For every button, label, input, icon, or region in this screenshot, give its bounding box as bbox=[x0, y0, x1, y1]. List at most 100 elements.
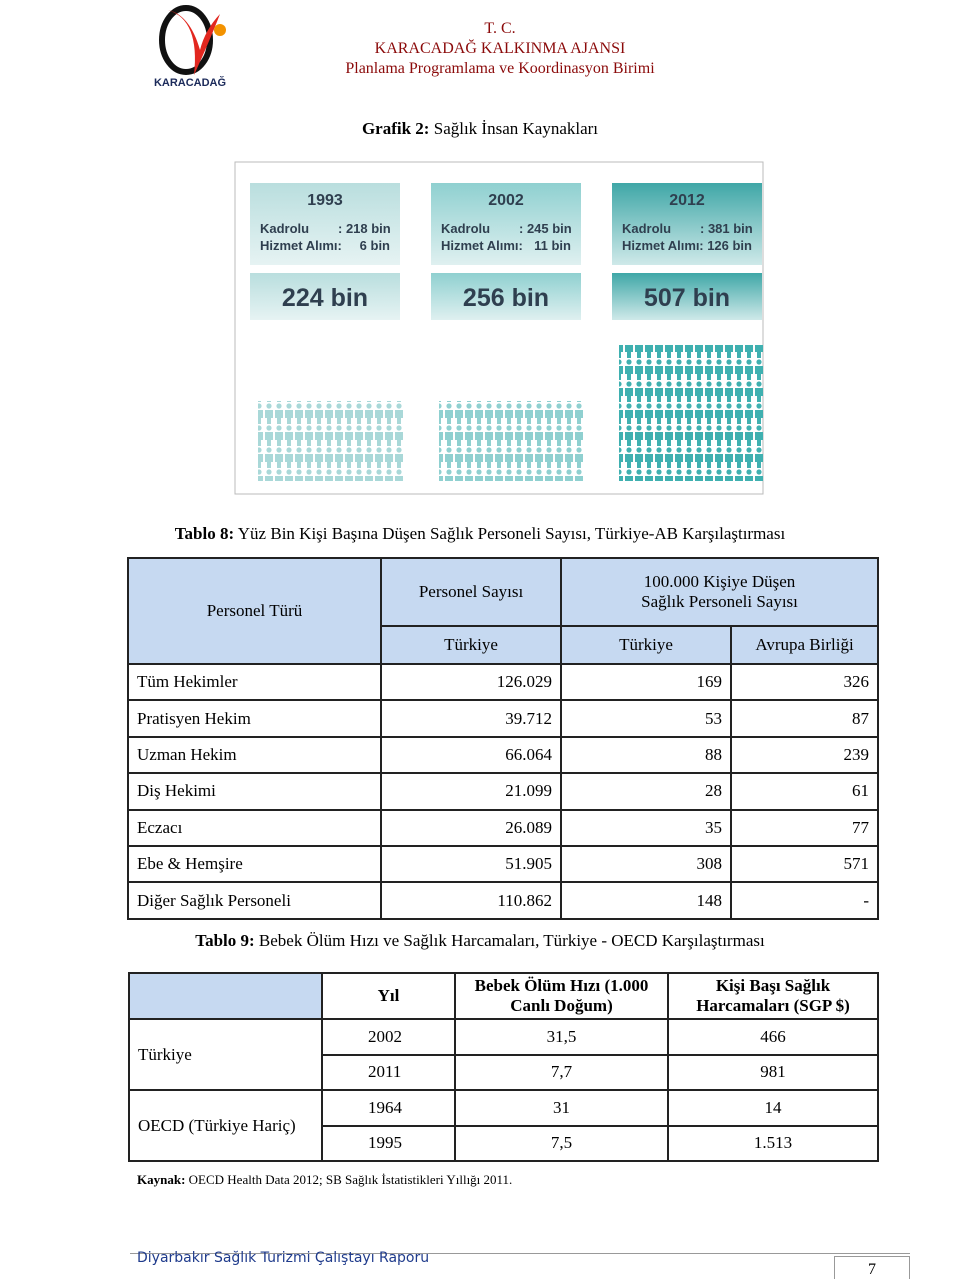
panel-year: 2012 bbox=[669, 192, 705, 209]
table-cell: 39.712 bbox=[380, 699, 562, 738]
table-cell: 77 bbox=[730, 808, 879, 847]
header-line: Planlama Programlama ve Koordinasyon Bir… bbox=[345, 60, 655, 77]
table-cell: Eczacı bbox=[127, 808, 382, 847]
panel-value: : 218 bin bbox=[338, 221, 391, 236]
table: Yıl Bebek Ölüm Hızı (1.000 Canlı Doğum) … bbox=[128, 972, 879, 1162]
table-cell: 2002 bbox=[321, 1018, 456, 1056]
table-cell: 61 bbox=[730, 772, 879, 811]
table-cell: 571 bbox=[730, 844, 879, 884]
panel-label: Kadrolu bbox=[622, 221, 671, 236]
header-cell: Bebek Ölüm Hızı (1.000 Canlı Doğum) bbox=[454, 972, 669, 1020]
table-cell: 1995 bbox=[321, 1124, 456, 1162]
group-cell: OECD (Türkiye Hariç) bbox=[128, 1089, 323, 1162]
figure-caption: Grafik 2: Sağlık İnsan Kaynakları bbox=[0, 119, 960, 139]
table-row: Diş Hekimi 21.099 28 61 bbox=[127, 772, 879, 811]
table-row: Eczacı 26.089 35 77 bbox=[127, 808, 879, 847]
table-cell: 148 bbox=[560, 881, 732, 920]
logo-ring bbox=[159, 5, 213, 75]
panel-label: Hizmet Alımı: bbox=[441, 238, 523, 253]
header-cell: Türkiye bbox=[380, 625, 562, 665]
header-cell: Personel Türü bbox=[127, 557, 382, 665]
header-cell: Kişi Başı Sağlık Harcamaları (SGP $) bbox=[667, 972, 879, 1020]
table-cell: 35 bbox=[560, 808, 732, 847]
caption-text: Bebek Ölüm Hızı ve Sağlık Harcamaları, T… bbox=[258, 931, 765, 950]
caption-label: Tablo 8: bbox=[174, 524, 235, 543]
table-cell: 53 bbox=[560, 699, 732, 738]
header-cell: Personel Sayısı bbox=[380, 557, 562, 627]
header-cell: 100.000 Kişiye Düşen Sağlık Personeli Sa… bbox=[560, 557, 879, 627]
table-cell: 239 bbox=[730, 735, 879, 775]
header-cell: Yıl bbox=[321, 972, 456, 1020]
panel-year: 2002 bbox=[488, 192, 524, 209]
total-box bbox=[612, 273, 762, 320]
table-cell: 66.064 bbox=[380, 735, 562, 775]
table-cell: 26.089 bbox=[380, 808, 562, 847]
table-cell: 981 bbox=[667, 1053, 879, 1091]
logo-swoosh bbox=[168, 10, 220, 75]
panel-label: Kadrolu bbox=[441, 221, 490, 236]
source-note: Kaynak: OECD Health Data 2012; SB Sağlık… bbox=[137, 1172, 512, 1188]
table-cell: Tüm Hekimler bbox=[127, 662, 382, 702]
logo: KARACADAĞ bbox=[154, 5, 226, 89]
page-number: 7 bbox=[834, 1256, 910, 1279]
table-row: 1995 7,5 1.513 bbox=[129, 1124, 879, 1162]
panel-value: : 126 bin bbox=[699, 238, 752, 253]
table-cell: 126.029 bbox=[380, 662, 562, 702]
header-cell: Avrupa Birliği bbox=[730, 625, 879, 665]
table-row: Türkiye 2002 31,5 466 bbox=[128, 1018, 879, 1091]
caption-text: Yüz Bin Kişi Başına Düşen Sağlık Persone… bbox=[237, 524, 786, 543]
table-cell: 87 bbox=[730, 699, 879, 738]
panel-label: Hizmet Alımı bbox=[622, 238, 700, 253]
table-cell: Diğer Sağlık Personeli bbox=[127, 881, 382, 920]
source-label: Kaynak: bbox=[137, 1172, 186, 1187]
panel-total: 256 bin bbox=[463, 284, 549, 312]
total-box bbox=[431, 273, 581, 320]
panel-value: 6 bin bbox=[360, 238, 390, 253]
table-caption: Tablo 8: Yüz Bin Kişi Başına Düşen Sağlı… bbox=[0, 524, 960, 544]
table-cell: 466 bbox=[667, 1018, 879, 1056]
logo-dot bbox=[214, 24, 226, 36]
table-cell: 2011 bbox=[321, 1053, 456, 1091]
table-row: OECD (Türkiye Hariç) 1964 31 14 bbox=[128, 1089, 879, 1162]
table-cell: 110.862 bbox=[380, 881, 562, 920]
panel-box bbox=[250, 183, 400, 265]
panel-label: Hizmet Alımı: bbox=[260, 238, 342, 253]
table-cell: 7,7 bbox=[454, 1053, 669, 1091]
table-cell: 1964 bbox=[321, 1089, 456, 1127]
table: Personel Türü Personel Sayısı 100.000 Ki… bbox=[127, 557, 879, 920]
table-cell: 1.513 bbox=[667, 1124, 879, 1162]
people-icons bbox=[439, 401, 585, 481]
table-row: Diğer Sağlık Personeli 110.862 148- bbox=[127, 881, 879, 920]
table-cell: Pratisyen Hekim bbox=[127, 699, 382, 738]
table-cell: 21.099 bbox=[380, 772, 562, 811]
people-icons bbox=[619, 345, 765, 481]
table-cell: 88 bbox=[560, 735, 732, 775]
panel-box bbox=[431, 183, 581, 265]
header-cell: Türkiye bbox=[560, 625, 732, 665]
table-cell: 7,5 bbox=[454, 1124, 669, 1162]
caption-text: Sağlık İnsan Kaynakları bbox=[433, 119, 599, 138]
table-cell: - bbox=[730, 881, 879, 920]
caption-label: Grafik 2: bbox=[361, 119, 430, 138]
footer-text: Diyarbakır Sağlık Turizmi Çalıştayı Rapo… bbox=[137, 1250, 430, 1266]
total-box bbox=[250, 273, 400, 320]
header-cell bbox=[128, 972, 323, 1020]
header-line: KARACADAĞ KALKINMA AJANSI bbox=[374, 40, 626, 57]
table-row: 2011 7,7 981 bbox=[129, 1053, 879, 1091]
table-row: Tüm Hekimler 126.029 169 326 bbox=[127, 662, 879, 702]
table-cell: 308 bbox=[560, 844, 732, 884]
source-text: OECD Health Data 2012; SB Sağlık İstatis… bbox=[188, 1172, 513, 1187]
table-row: Uzman Hekim 66.064 88 239 bbox=[127, 735, 879, 775]
table-cell: 31,5 bbox=[454, 1018, 669, 1056]
table-cell: 326 bbox=[730, 662, 879, 702]
panel-value: : 245 bin bbox=[519, 221, 572, 236]
table-row: Pratisyen Hekim 39.712 53 87 bbox=[127, 699, 879, 738]
panel-box bbox=[612, 183, 762, 265]
panel-year: 1993 bbox=[307, 192, 343, 209]
table-cell: 28 bbox=[560, 772, 732, 811]
infographic: 1993 Kadrolu : 218 bin Hizmet Alımı: 6 bin 22… bbox=[234, 161, 765, 495]
people-icons bbox=[258, 401, 404, 481]
logo-text: KARACADAĞ bbox=[154, 76, 226, 89]
panel-total: 224 bin bbox=[282, 284, 368, 312]
